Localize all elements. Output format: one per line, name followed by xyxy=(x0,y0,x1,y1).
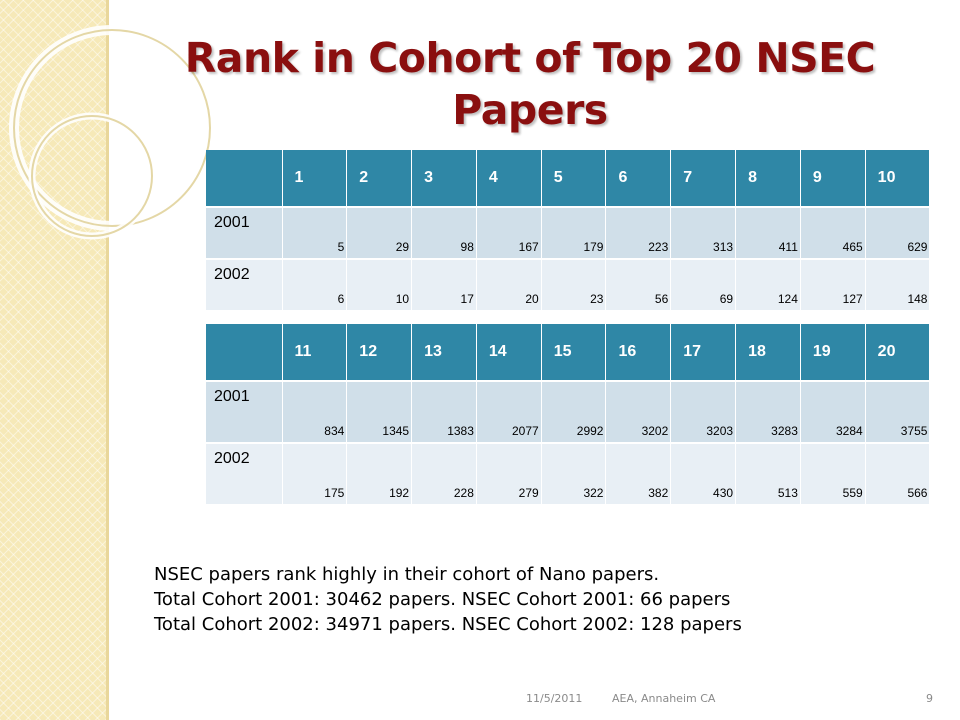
rank-cell: 3283 xyxy=(735,380,801,443)
title-line-2: Papers xyxy=(452,86,608,134)
row-year-label: 2001 xyxy=(206,206,283,259)
rank-cell: 29 xyxy=(346,206,413,259)
row-year-label: 2002 xyxy=(206,442,283,504)
header-cell: 20 xyxy=(865,324,931,381)
rank-cell: 127 xyxy=(800,258,866,310)
rank-cell: 279 xyxy=(476,442,542,504)
rank-cell: 148 xyxy=(865,258,931,310)
side-band-edge xyxy=(106,0,109,720)
rank-cell: 6 xyxy=(282,258,348,310)
header-cell: 11 xyxy=(282,324,348,381)
title-line-1: Rank in Cohort of Top 20 NSEC xyxy=(184,34,876,82)
rank-cell: 382 xyxy=(605,442,672,504)
table-header-row: 11 12 13 14 15 16 17 18 19 20 xyxy=(206,324,931,381)
rank-cell: 513 xyxy=(735,442,801,504)
rank-cell: 465 xyxy=(800,206,866,259)
rank-cell: 3202 xyxy=(605,380,672,443)
rank-cell: 3755 xyxy=(865,380,931,443)
rank-cell: 1383 xyxy=(411,380,477,443)
table-header-row: 1 2 3 4 5 6 7 8 9 10 xyxy=(206,150,931,207)
rank-cell: 179 xyxy=(541,206,607,259)
rank-cell: 175 xyxy=(282,442,348,504)
rank-cell: 20 xyxy=(476,258,542,310)
rank-cell: 430 xyxy=(670,442,737,504)
footer-date: 11/5/2011 xyxy=(526,692,583,705)
header-cell: 16 xyxy=(605,324,672,381)
header-cell: 7 xyxy=(670,150,737,207)
rank-cell: 69 xyxy=(670,258,737,310)
rank-cell: 834 xyxy=(282,380,348,443)
header-cell: 9 xyxy=(800,150,866,207)
note-line: NSEC papers rank highly in their cohort … xyxy=(154,564,660,585)
header-cell: 1 xyxy=(282,150,348,207)
slide-title: Rank in Cohort of Top 20 NSEC Papers xyxy=(150,32,910,136)
table-row: 2001 5 29 98 167 179 223 313 411 465 629 xyxy=(206,206,931,259)
rank-cell: 313 xyxy=(670,206,737,259)
note-line: Total Cohort 2001: 30462 papers. NSEC Co… xyxy=(154,589,731,610)
rank-cell: 167 xyxy=(476,206,542,259)
rank-table-11-20: 11 12 13 14 15 16 17 18 19 20 2001 834 1… xyxy=(206,324,931,504)
header-cell: 15 xyxy=(541,324,607,381)
rank-cell: 124 xyxy=(735,258,801,310)
header-cell: 13 xyxy=(411,324,477,381)
header-cell: 18 xyxy=(735,324,801,381)
footer-event: AEA, Annaheim CA xyxy=(612,692,716,705)
rank-cell: 17 xyxy=(411,258,477,310)
rank-cell: 566 xyxy=(865,442,931,504)
rank-cell: 10 xyxy=(346,258,413,310)
header-cell: 6 xyxy=(605,150,672,207)
header-cell-corner xyxy=(206,150,283,207)
header-cell-corner xyxy=(206,324,283,381)
rank-cell: 1345 xyxy=(346,380,413,443)
rank-table-1-10: 1 2 3 4 5 6 7 8 9 10 2001 5 29 98 167 17… xyxy=(206,150,931,310)
rank-cell: 23 xyxy=(541,258,607,310)
header-cell: 19 xyxy=(800,324,866,381)
footer-page-number: 9 xyxy=(926,692,933,705)
table-row: 2002 6 10 17 20 23 56 69 124 127 148 xyxy=(206,258,931,310)
rank-cell: 192 xyxy=(346,442,413,504)
rank-cell: 629 xyxy=(865,206,931,259)
decorative-circles xyxy=(9,25,215,240)
rank-cell: 228 xyxy=(411,442,477,504)
header-cell: 10 xyxy=(865,150,931,207)
header-cell: 3 xyxy=(411,150,477,207)
header-cell: 12 xyxy=(346,324,413,381)
note-line: Total Cohort 2002: 34971 papers. NSEC Co… xyxy=(154,614,742,635)
rank-cell: 5 xyxy=(282,206,348,259)
row-year-label: 2002 xyxy=(206,258,283,310)
header-cell: 17 xyxy=(670,324,737,381)
rank-cell: 3284 xyxy=(800,380,866,443)
summary-notes: NSEC papers rank highly in their cohort … xyxy=(154,562,742,637)
rank-cell: 411 xyxy=(735,206,801,259)
rank-cell: 559 xyxy=(800,442,866,504)
row-year-label: 2001 xyxy=(206,380,283,443)
header-cell: 5 xyxy=(541,150,607,207)
header-cell: 14 xyxy=(476,324,542,381)
rank-cell: 3203 xyxy=(670,380,737,443)
rank-cell: 98 xyxy=(411,206,477,259)
table-row: 2001 834 1345 1383 2077 2992 3202 3203 3… xyxy=(206,380,931,443)
rank-cell: 2992 xyxy=(541,380,607,443)
rank-cell: 2077 xyxy=(476,380,542,443)
rank-cell: 223 xyxy=(605,206,672,259)
header-cell: 4 xyxy=(476,150,542,207)
header-cell: 8 xyxy=(735,150,801,207)
header-cell: 2 xyxy=(346,150,413,207)
table-row: 2002 175 192 228 279 322 382 430 513 559… xyxy=(206,442,931,504)
rank-cell: 322 xyxy=(541,442,607,504)
rank-cell: 56 xyxy=(605,258,672,310)
